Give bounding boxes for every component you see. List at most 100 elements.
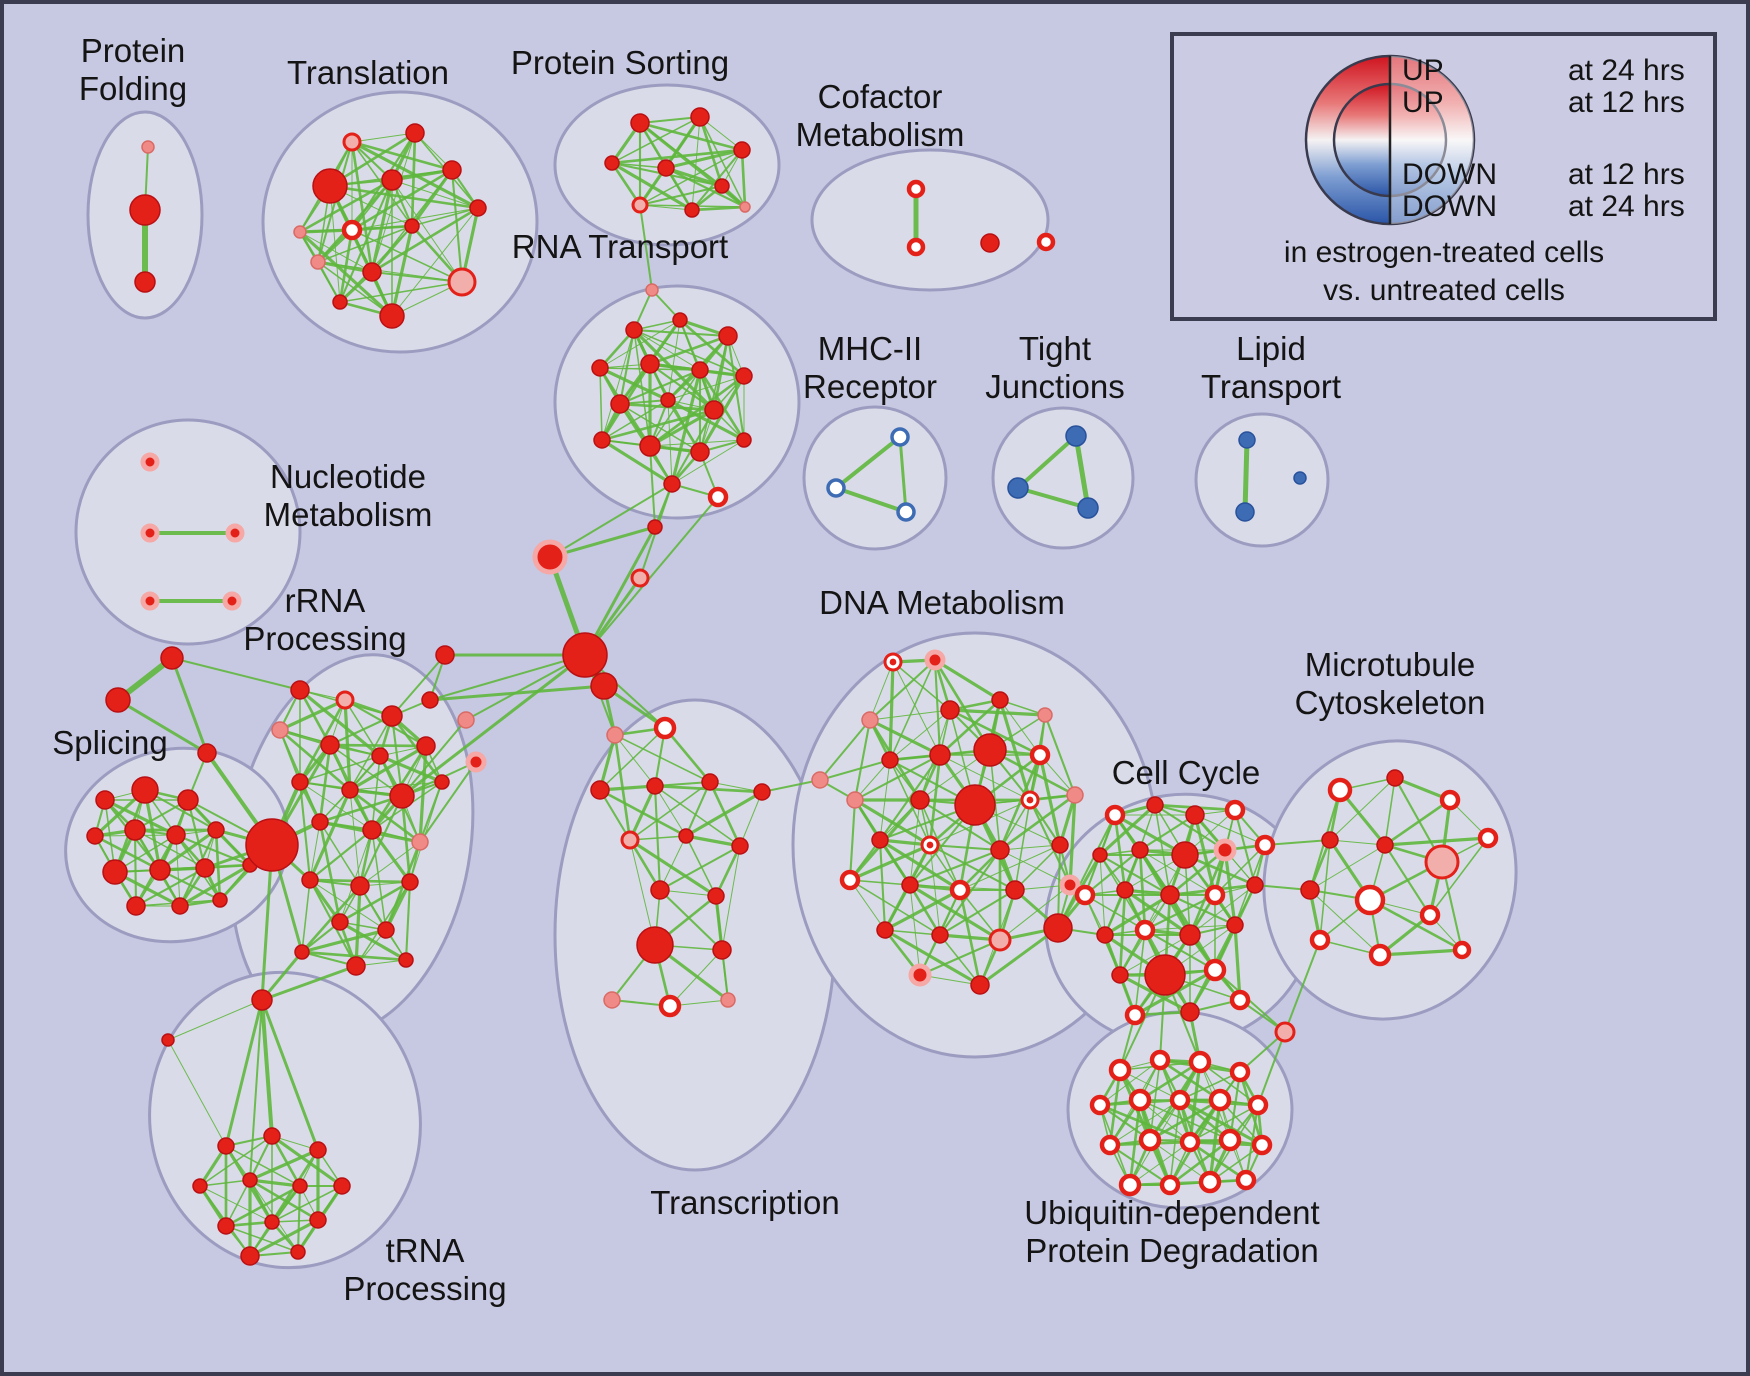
network-edge bbox=[351, 132, 416, 143]
gene-node bbox=[990, 840, 1010, 860]
gene-node bbox=[1074, 884, 1096, 906]
network-edge bbox=[908, 848, 1002, 887]
gene-node bbox=[590, 672, 618, 700]
gene-node bbox=[1185, 805, 1205, 825]
network-edge bbox=[599, 727, 666, 791]
network-edge bbox=[1103, 893, 1172, 937]
gene-node bbox=[411, 833, 429, 851]
cluster-label-dna-metabolism: DNA Metabolism bbox=[819, 584, 1065, 621]
gene-node bbox=[166, 825, 186, 845]
gene-node bbox=[1274, 1021, 1296, 1043]
network-edge bbox=[684, 790, 764, 838]
gene-node bbox=[381, 705, 403, 727]
network-edge bbox=[1383, 798, 1452, 847]
gene-node bbox=[562, 632, 608, 678]
legend-row-time: at 12 hrs bbox=[1568, 158, 1685, 191]
gene-node bbox=[653, 716, 677, 740]
cluster-label-protein-folding: Folding bbox=[79, 70, 187, 107]
gene-node bbox=[240, 1246, 260, 1266]
gene-node bbox=[333, 1177, 351, 1195]
gene-node bbox=[735, 367, 753, 385]
network-edge bbox=[878, 753, 942, 842]
network-edge bbox=[1038, 753, 1062, 847]
network-edge bbox=[1214, 844, 1266, 896]
gene-node bbox=[129, 194, 161, 226]
gene-node bbox=[657, 159, 675, 177]
network-edge bbox=[260, 964, 358, 1002]
network-edge bbox=[998, 793, 1077, 852]
gene-node bbox=[1043, 913, 1073, 943]
network-edge bbox=[628, 784, 657, 842]
network-edge bbox=[1244, 1103, 1260, 1182]
gene-node bbox=[124, 819, 146, 841]
network-edge bbox=[629, 781, 711, 841]
gene-node bbox=[251, 989, 273, 1011]
network-edge bbox=[224, 1184, 302, 1228]
cluster-label-rrna-processing: Processing bbox=[243, 620, 406, 657]
network-edge bbox=[318, 743, 332, 824]
cluster-label-lipid-transport: Transport bbox=[1201, 368, 1341, 405]
network-edge bbox=[309, 879, 387, 931]
network-edge bbox=[1429, 837, 1489, 916]
network-edge bbox=[667, 399, 673, 485]
network-edge bbox=[583, 525, 657, 657]
network-edge bbox=[404, 880, 412, 962]
legend-caption-line1: in estrogen-treated cells bbox=[1284, 236, 1604, 269]
gene-node bbox=[1224, 799, 1246, 821]
gene-node bbox=[1229, 989, 1251, 1011]
network-edge bbox=[348, 744, 428, 792]
gene-node bbox=[1218, 1128, 1242, 1152]
network-edge bbox=[848, 843, 932, 882]
network-edge bbox=[667, 375, 745, 401]
gene-node bbox=[177, 789, 199, 811]
network-edge bbox=[684, 780, 712, 838]
network-edge bbox=[699, 116, 746, 208]
gene-node bbox=[1159, 1174, 1181, 1196]
network-edge bbox=[933, 658, 942, 757]
gene-node bbox=[435, 645, 455, 665]
network-edge bbox=[918, 938, 1002, 977]
gene-node bbox=[1180, 1002, 1200, 1022]
gene-node bbox=[861, 711, 879, 729]
gene-node bbox=[906, 179, 926, 199]
network-edge bbox=[614, 734, 711, 783]
network-edge bbox=[167, 999, 263, 1041]
gene-node bbox=[1247, 1094, 1269, 1116]
legend-row-dir: UP bbox=[1402, 54, 1444, 87]
network-edge bbox=[178, 863, 252, 908]
network-edge bbox=[909, 884, 921, 976]
network-edge bbox=[933, 658, 1002, 702]
network-edge bbox=[354, 884, 362, 968]
network-edge bbox=[1148, 1098, 1222, 1142]
network-edge bbox=[1233, 923, 1242, 1002]
network-edge bbox=[892, 661, 951, 711]
gene-node bbox=[1160, 885, 1180, 905]
network-edge bbox=[317, 225, 413, 263]
network-edge bbox=[868, 658, 937, 722]
gene-node bbox=[1005, 880, 1025, 900]
network-edge bbox=[549, 483, 673, 558]
gene-node bbox=[1198, 1170, 1222, 1194]
gene-node bbox=[1134, 919, 1156, 941]
network-edge bbox=[548, 525, 657, 559]
network-edge bbox=[419, 761, 477, 843]
gene-node bbox=[1321, 831, 1339, 849]
gene-node bbox=[1300, 880, 1320, 900]
network-edge bbox=[338, 920, 408, 962]
gene-node bbox=[906, 237, 926, 257]
network-edge bbox=[351, 229, 463, 283]
gene-node bbox=[988, 928, 1012, 952]
gene-node bbox=[134, 271, 156, 293]
gene-node bbox=[1208, 1088, 1232, 1112]
network-edge bbox=[853, 798, 932, 847]
gene-node bbox=[712, 940, 732, 960]
network-edge bbox=[370, 270, 464, 284]
network-edge bbox=[959, 844, 1061, 891]
gene-node bbox=[447, 267, 477, 297]
gene-node bbox=[881, 751, 899, 769]
gene-node bbox=[1104, 804, 1126, 826]
network-edge bbox=[1309, 844, 1386, 891]
cluster-ellipse-cofactor-metabolism bbox=[810, 148, 1050, 292]
